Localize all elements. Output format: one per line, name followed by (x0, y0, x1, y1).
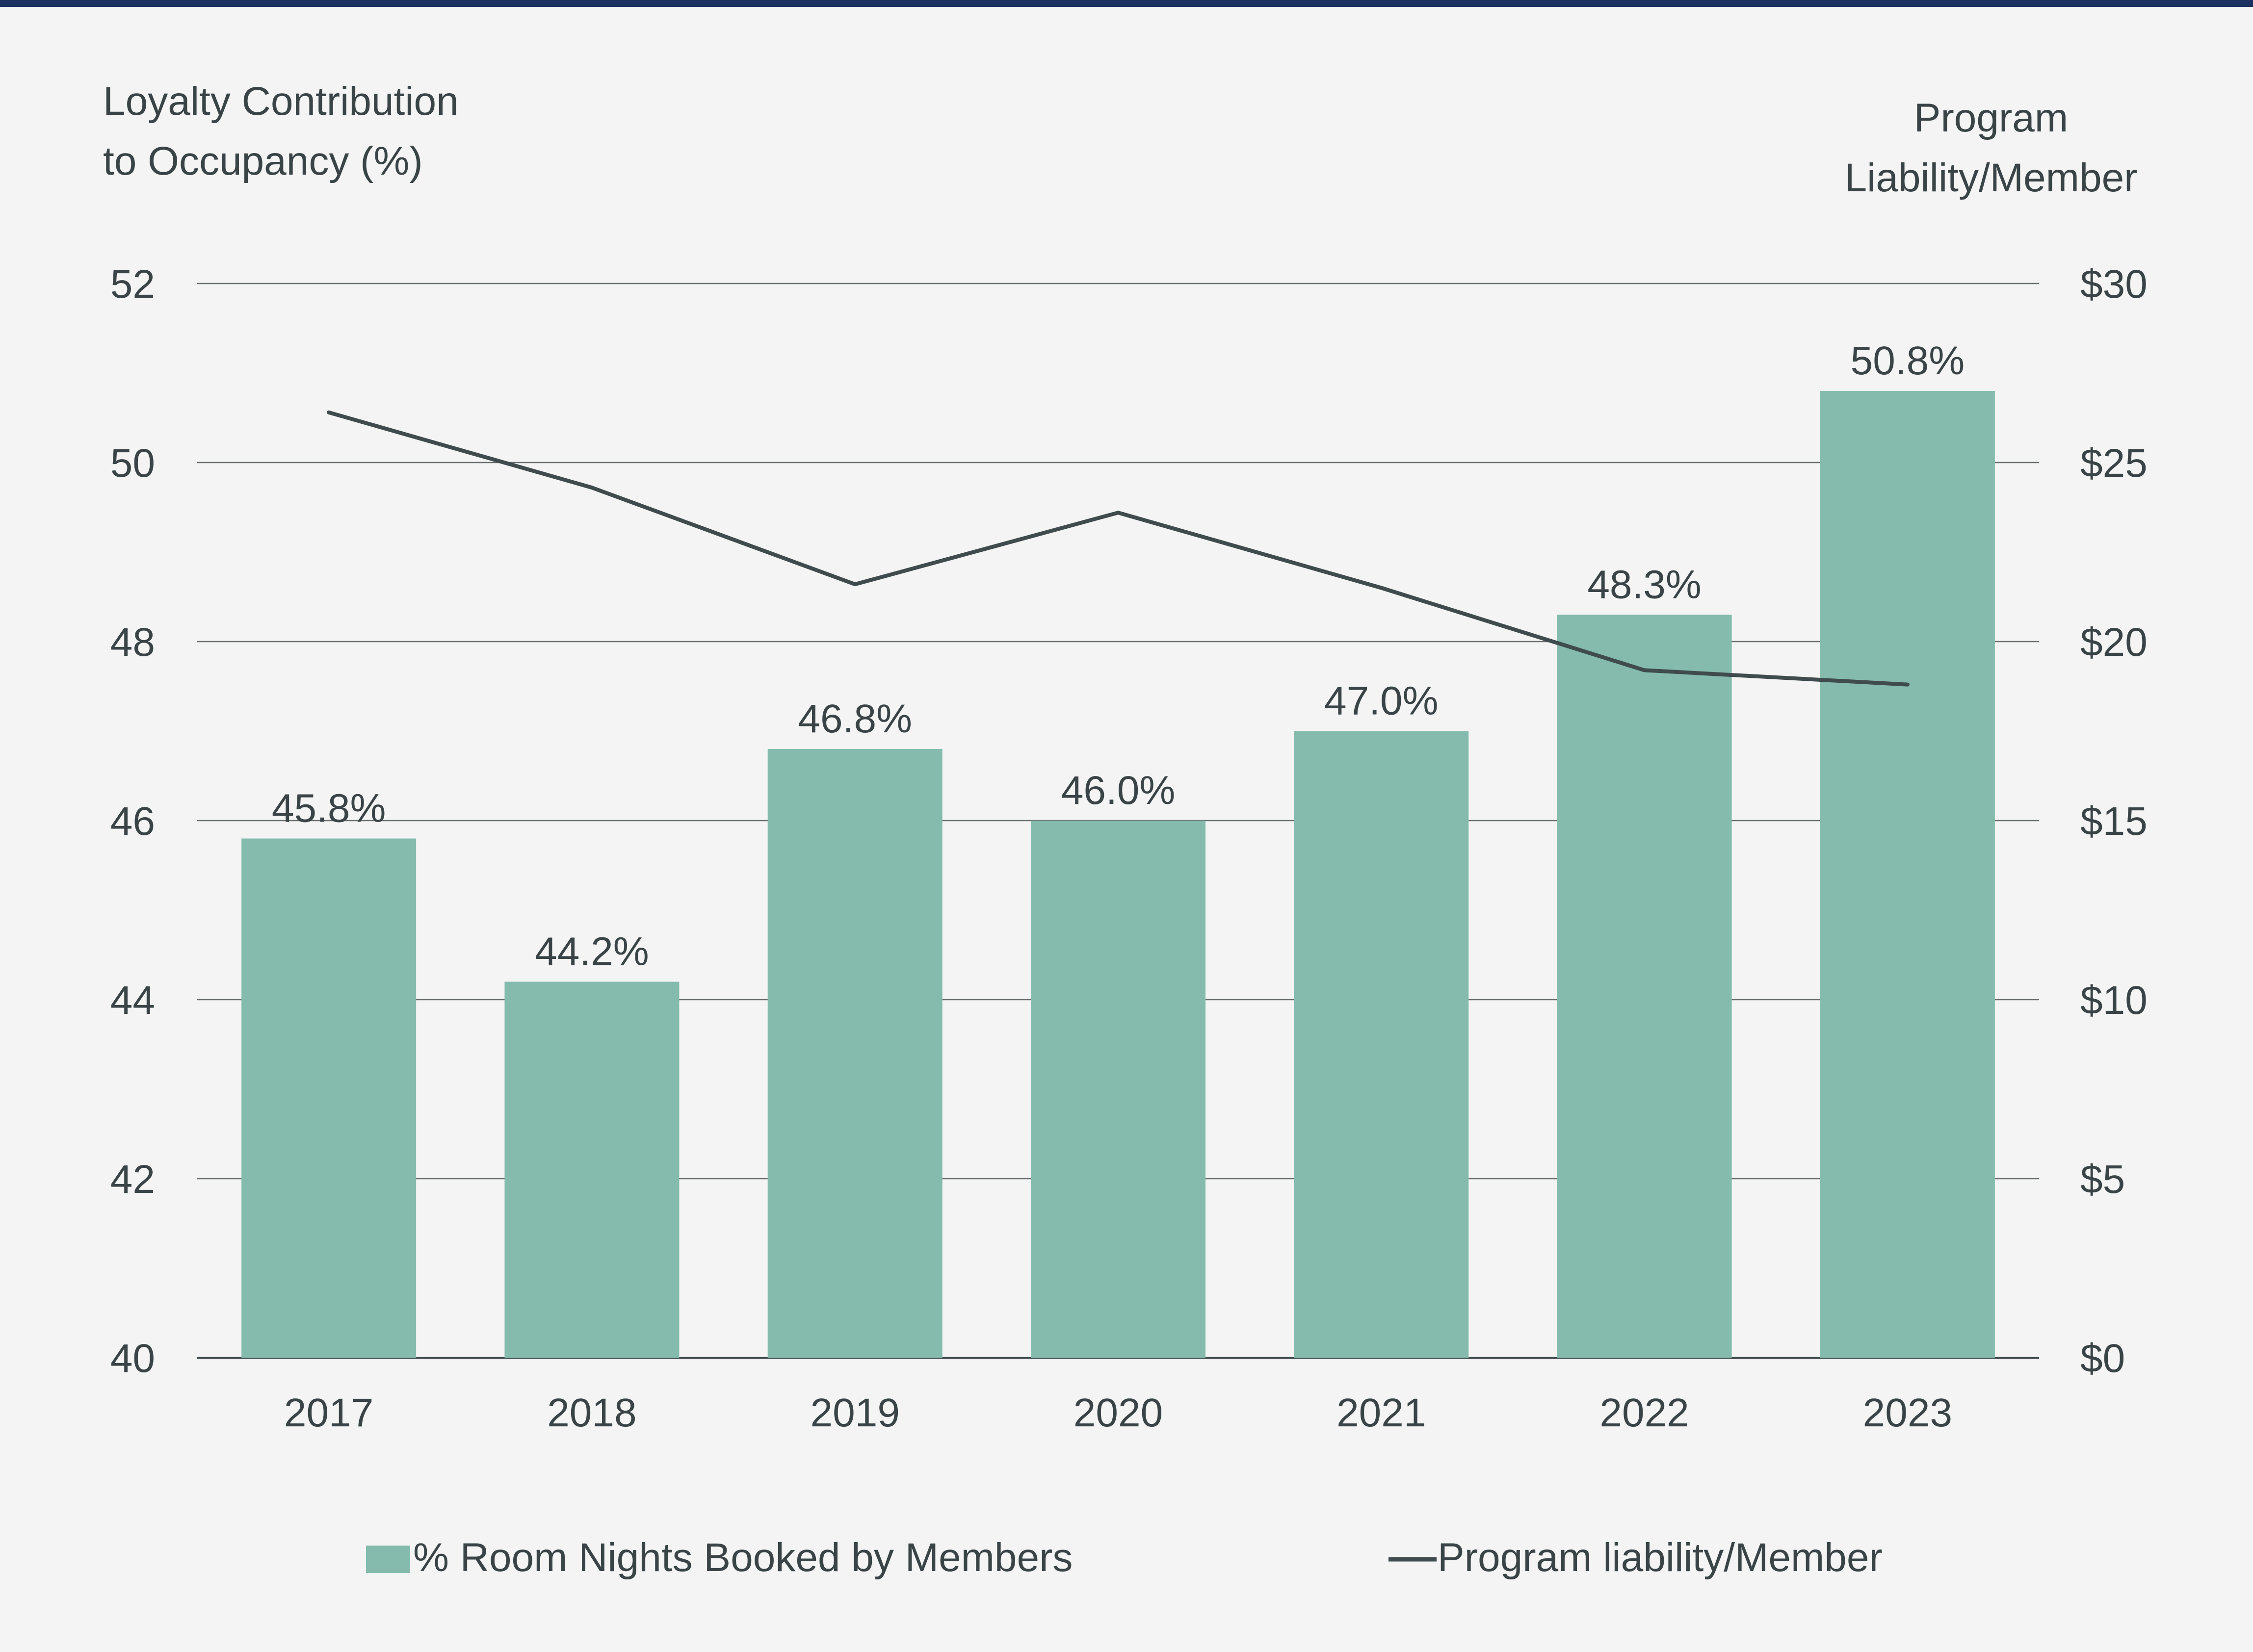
right-tick-label: $30 (2080, 262, 2148, 307)
liability-point-2020 (1117, 512, 1119, 514)
right-axis-ticks: $0 $5 $10 $15 $20 $25 $30 (2080, 262, 2148, 1381)
bar-2022 (1557, 615, 1732, 1358)
right-tick-label: $0 (2080, 1336, 2125, 1381)
legend-bar-swatch (366, 1546, 410, 1573)
liability-line (327, 410, 1910, 687)
right-tick-label: $25 (2080, 441, 2148, 486)
liability-point-2021 (1380, 587, 1383, 589)
left-tick-label: 46 (110, 799, 155, 844)
bar-2021 (1294, 731, 1469, 1358)
bar-2018 (504, 981, 680, 1358)
left-tick-label: 40 (110, 1336, 155, 1381)
bar-data-label: 50.8% (1851, 338, 1965, 383)
bar-data-label: 46.8% (798, 697, 912, 741)
legend: % Room Nights Booked by Members Program … (366, 1535, 1883, 1580)
left-tick-label: 44 (110, 978, 155, 1023)
left-tick-label: 42 (110, 1157, 155, 1202)
right-tick-label: $10 (2080, 978, 2148, 1023)
category-label: 2018 (547, 1391, 636, 1435)
right-tick-label: $15 (2080, 799, 2148, 844)
right-tick-label: $20 (2080, 620, 2148, 665)
left-tick-label: 50 (110, 441, 155, 486)
category-axis: 2017 2018 2019 2020 2021 2022 2023 (284, 1391, 1952, 1435)
bars (241, 391, 1995, 1358)
bar-data-label: 45.8% (272, 786, 386, 831)
category-label: 2023 (1863, 1391, 1952, 1435)
right-axis-title-line-2: Liability/Member (1845, 155, 2138, 200)
bar-data-label: 46.0% (1061, 768, 1176, 813)
legend-line-label: Program liability/Member (1438, 1535, 1883, 1580)
bar-2019 (767, 749, 943, 1358)
left-tick-label: 52 (110, 262, 155, 307)
bar-data-label: 44.2% (535, 929, 649, 974)
left-axis-title-line-2: to Occupancy (%) (103, 139, 423, 183)
bar-data-labels: 45.8% 44.2% 46.8% 46.0% 47.0% 48.3% 50.8% (272, 338, 1965, 974)
category-label: 2020 (1074, 1391, 1163, 1435)
liability-point-2018 (591, 487, 593, 489)
category-label: 2022 (1599, 1391, 1689, 1435)
liability-point-2022 (1643, 669, 1646, 671)
liability-point-2019 (854, 583, 856, 586)
bar-data-label: 48.3% (1587, 562, 1702, 607)
bar-2023 (1820, 391, 1995, 1358)
top-rule (0, 0, 2253, 7)
legend-bar-label: % Room Nights Booked by Members (413, 1535, 1073, 1580)
liability-point-2023 (1906, 683, 1909, 686)
category-label: 2019 (811, 1391, 900, 1435)
bar-data-label: 47.0% (1324, 679, 1439, 723)
category-label: 2017 (284, 1391, 373, 1435)
left-tick-label: 48 (110, 620, 155, 665)
category-label: 2021 (1336, 1391, 1426, 1435)
right-axis-title-line-1: Program (1914, 96, 2068, 140)
right-tick-label: $5 (2080, 1157, 2125, 1202)
left-axis-ticks: 40 42 44 46 48 50 52 (110, 262, 155, 1381)
left-axis-title-line-1: Loyalty Contribution (103, 79, 459, 124)
bar-2020 (1031, 821, 1205, 1358)
bar-2017 (241, 838, 417, 1358)
liability-point-2017 (328, 411, 330, 413)
